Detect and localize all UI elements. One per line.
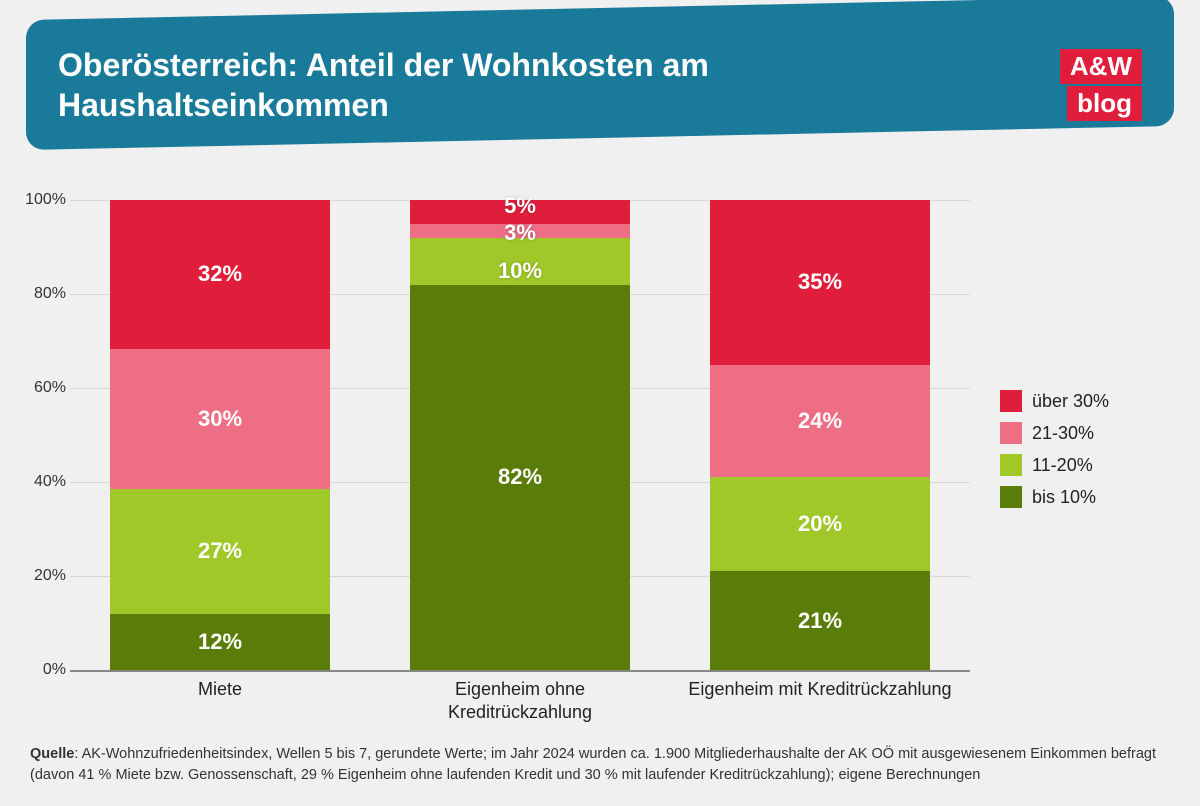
bar-segment-label: 3% [504,220,536,246]
legend-item: bis 10% [1000,486,1109,508]
bar-segment: 35% [710,200,930,365]
gridline [70,670,970,672]
y-tick-label: 20% [22,567,66,585]
legend-label: bis 10% [1032,487,1096,508]
bar-column: 21%20%24%35% [670,200,970,670]
logo-line2: blog [1067,86,1142,121]
bars-row: 12%27%30%32%82%5%3%10%21%20%24%35% [70,200,970,670]
source-footnote: Quelle: AK-Wohnzufriedenheitsindex, Well… [30,744,1170,786]
bar-column: 12%27%30%32% [70,200,370,670]
legend-swatch [1000,454,1022,476]
title-line1: Oberösterreich: Anteil der Wohnkosten am [58,47,709,83]
header-content: Oberösterreich: Anteil der Wohnkosten am… [26,20,1174,150]
logo: A&W blog [1060,49,1142,121]
bar-segment: 82% [410,285,630,670]
bar-segment: 20% [710,477,930,571]
x-tick-label: Eigenheim ohneKreditrückzahlung [370,678,670,725]
stacked-bar: 21%20%24%35% [710,200,930,670]
y-tick-label: 80% [22,285,66,303]
bar-column: 82%5%3%10% [370,200,670,670]
legend-label: 21-30% [1032,423,1094,444]
legend-item: 21-30% [1000,422,1109,444]
legend: über 30% 21-30% 11-20% bis 10% [1000,390,1109,518]
y-tick-label: 60% [22,379,66,397]
page-title: Oberösterreich: Anteil der Wohnkosten am… [58,45,709,125]
header-banner: Oberösterreich: Anteil der Wohnkosten am… [26,20,1174,150]
legend-swatch [1000,390,1022,412]
stacked-bar: 82%5%3%10% [410,200,630,670]
legend-swatch [1000,422,1022,444]
stacked-bar: 12%27%30%32% [110,200,330,670]
legend-item: über 30% [1000,390,1109,412]
x-axis-labels: MieteEigenheim ohneKreditrückzahlungEige… [70,678,970,725]
y-tick-label: 0% [22,661,66,679]
bar-segment: 32% [110,200,330,349]
chart-plot: 0%20%40%60%80%100%12%27%30%32%82%5%3%10%… [70,200,970,670]
logo-line1: A&W [1060,49,1142,84]
footnote-label: Quelle [30,746,74,762]
legend-label: über 30% [1032,391,1109,412]
legend-label: 11-20% [1032,455,1093,476]
bar-segment: 21% [710,571,930,670]
legend-item: 11-20% [1000,454,1109,476]
bar-segment: 24% [710,365,930,478]
x-tick-label: Miete [70,678,370,725]
legend-swatch [1000,486,1022,508]
footnote-text: : AK-Wohnzufriedenheitsindex, Wellen 5 b… [30,746,1156,783]
x-tick-label: Eigenheim mit Kreditrückzahlung [670,678,970,725]
bar-segment: 12% [110,614,330,670]
title-line2: Haushaltseinkommen [58,87,389,123]
bar-segment-label: 10% [498,258,542,284]
bar-segment: 30% [110,349,330,489]
y-tick-label: 100% [22,191,66,209]
bar-segment: 27% [110,489,330,615]
bar-segment-label: 5% [504,193,536,219]
y-tick-label: 40% [22,473,66,491]
